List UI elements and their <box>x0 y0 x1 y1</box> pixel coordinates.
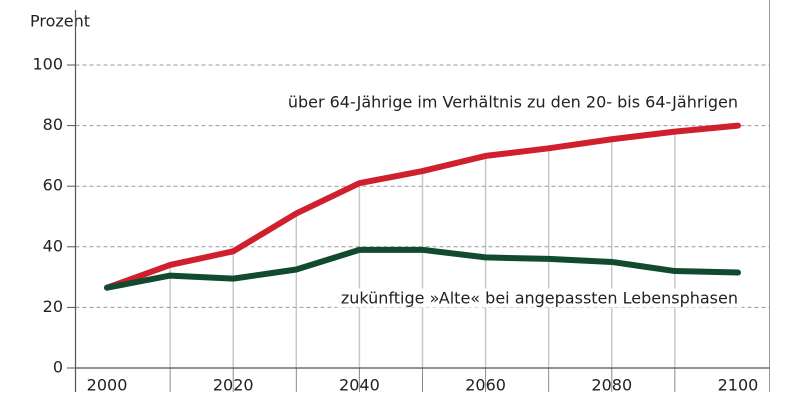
x-tick-label: 2040 <box>339 376 380 395</box>
series-line <box>104 122 741 291</box>
y-tick-label: 40 <box>43 236 63 255</box>
y-tick-label: 60 <box>43 176 63 195</box>
x-tick-label: 2020 <box>213 376 254 395</box>
y-tick-label: 100 <box>32 55 63 74</box>
y-tick-label: 80 <box>43 115 63 134</box>
label-background <box>336 288 742 308</box>
series-label: zukünftige »Alte« bei angepassten Lebens… <box>341 289 738 308</box>
x-tick-label: 2080 <box>591 376 632 395</box>
y-tick-label: 20 <box>43 297 63 316</box>
x-tick-label: 2100 <box>718 376 759 395</box>
x-tick-label: 2000 <box>87 376 128 395</box>
y-axis-label: Prozent <box>30 12 90 31</box>
x-tick-label: 2060 <box>465 376 506 395</box>
y-tick-label: 0 <box>53 358 63 377</box>
series-label: über 64-Jährige im Verhältnis zu den 20-… <box>288 93 738 112</box>
series-line <box>104 246 741 291</box>
